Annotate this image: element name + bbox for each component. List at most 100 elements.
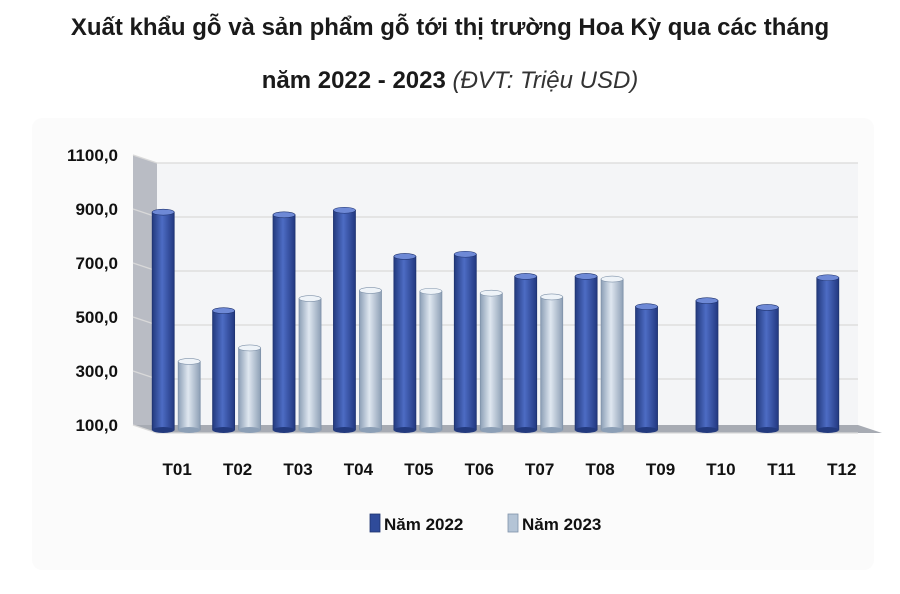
bar-T05-2023: [419, 287, 443, 433]
chart-unit-label: (ĐVT: Triệu USD): [452, 67, 639, 94]
bar-base: [333, 427, 356, 433]
bar-cap: [540, 293, 564, 301]
bar-T01-2023: [177, 358, 201, 433]
y-tick-label: 700,0: [75, 254, 118, 273]
bar-body: [333, 209, 356, 431]
bar-base: [273, 427, 296, 433]
bar-T03-2023: [298, 295, 322, 433]
bar-cap: [238, 344, 261, 352]
y-tick-label: 1100,0: [67, 146, 118, 165]
x-tick-label: T03: [283, 460, 312, 479]
bar-T03-2022: [272, 211, 296, 433]
bar-cap: [333, 206, 356, 214]
bar-base: [393, 427, 416, 433]
bar-body: [151, 211, 175, 431]
bar-T11-2022: [755, 304, 779, 433]
bar-T04-2022: [333, 206, 356, 433]
bar-T01-2022: [151, 208, 175, 433]
bar-base: [238, 427, 261, 433]
x-tick-label: T02: [223, 460, 252, 479]
bar-cap: [393, 253, 417, 260]
y-tick-label: 900,0: [75, 200, 118, 219]
bar-T06-2022: [453, 250, 477, 433]
bar-cap: [479, 289, 503, 297]
bar-cap: [359, 287, 382, 294]
bar-body: [755, 307, 779, 431]
x-tick-label: T07: [525, 460, 554, 479]
bar-body: [212, 310, 236, 431]
bar-cap: [816, 274, 840, 282]
bar-T05-2022: [393, 253, 417, 433]
bar-cap: [695, 297, 719, 305]
y-tick-label: 500,0: [75, 308, 118, 327]
bar-base: [419, 427, 442, 433]
bar-cap: [453, 250, 477, 258]
bar-base: [540, 427, 563, 433]
x-tick-label: T05: [404, 460, 433, 479]
bar-T07-2022: [514, 273, 538, 433]
x-tick-label: T10: [706, 460, 735, 479]
bar-cap: [151, 208, 175, 216]
bar-base: [454, 427, 477, 433]
bar-base: [178, 427, 201, 433]
legend-swatch: [507, 513, 519, 533]
bar-cap: [756, 304, 779, 311]
bar-T02-2023: [238, 344, 262, 433]
bar-T08-2022: [574, 273, 598, 433]
bar-base: [635, 427, 658, 433]
x-tick-label: T09: [646, 460, 675, 479]
bar-cap: [635, 303, 658, 310]
bar-body: [359, 290, 382, 431]
bar-cap: [514, 273, 538, 280]
bar-base: [480, 427, 503, 433]
bar-body: [238, 347, 262, 431]
back-wall: [157, 163, 858, 433]
x-tick-label: T06: [465, 460, 494, 479]
bar-cap: [419, 287, 443, 295]
bar-base: [601, 427, 624, 433]
bar-body: [479, 292, 503, 431]
bar-body: [177, 361, 201, 431]
legend-label: Năm 2022: [384, 515, 463, 534]
bar-body: [816, 277, 840, 431]
bar-T02-2022: [212, 307, 236, 433]
chart-title-line2: năm 2022 - 2023 (ĐVT: Triệu USD): [0, 67, 900, 95]
bar-cap: [177, 358, 201, 365]
bar-body: [453, 253, 477, 431]
x-tick-label: T08: [585, 460, 614, 479]
bar-cap: [600, 275, 624, 283]
bar-base: [756, 427, 779, 433]
bar-cap: [212, 307, 235, 314]
bar-body: [600, 278, 624, 431]
bar-T06-2023: [479, 289, 503, 433]
bar-body: [695, 300, 719, 431]
bar-body: [574, 275, 598, 431]
side-wall: [133, 155, 157, 433]
bar-T07-2023: [540, 293, 564, 433]
legend-item-2022: Năm 2022: [369, 513, 463, 534]
x-tick-label: T04: [344, 460, 374, 479]
bar-cap: [574, 273, 598, 280]
bar-body: [514, 275, 538, 431]
bar-T09-2022: [635, 303, 658, 433]
bar-base: [575, 427, 598, 433]
bar-base: [816, 427, 839, 433]
bar-T08-2023: [600, 275, 624, 433]
bar-base: [152, 427, 175, 433]
x-axis-ticks: T01 T02 T03 T04 T05 T06 T07 T08 T09 T10 T11 T12: [163, 460, 857, 479]
bar-T04-2023: [359, 287, 382, 433]
gridline: [132, 154, 858, 164]
gridline: [132, 424, 858, 434]
bar-base: [299, 427, 322, 433]
chart-title-years: năm 2022 - 2023: [261, 67, 446, 94]
bar-body: [272, 214, 296, 431]
legend: Năm 2022 Năm 2023: [369, 513, 601, 534]
bars: [151, 206, 840, 433]
bar-base: [359, 427, 382, 433]
bar-base: [695, 427, 718, 433]
x-tick-label: T01: [163, 460, 192, 479]
bar-cap: [272, 211, 296, 219]
y-axis-ticks: 100,0 300,0 500,0 700,0 900,0 1100,0: [67, 146, 118, 435]
legend-swatch: [369, 513, 381, 533]
